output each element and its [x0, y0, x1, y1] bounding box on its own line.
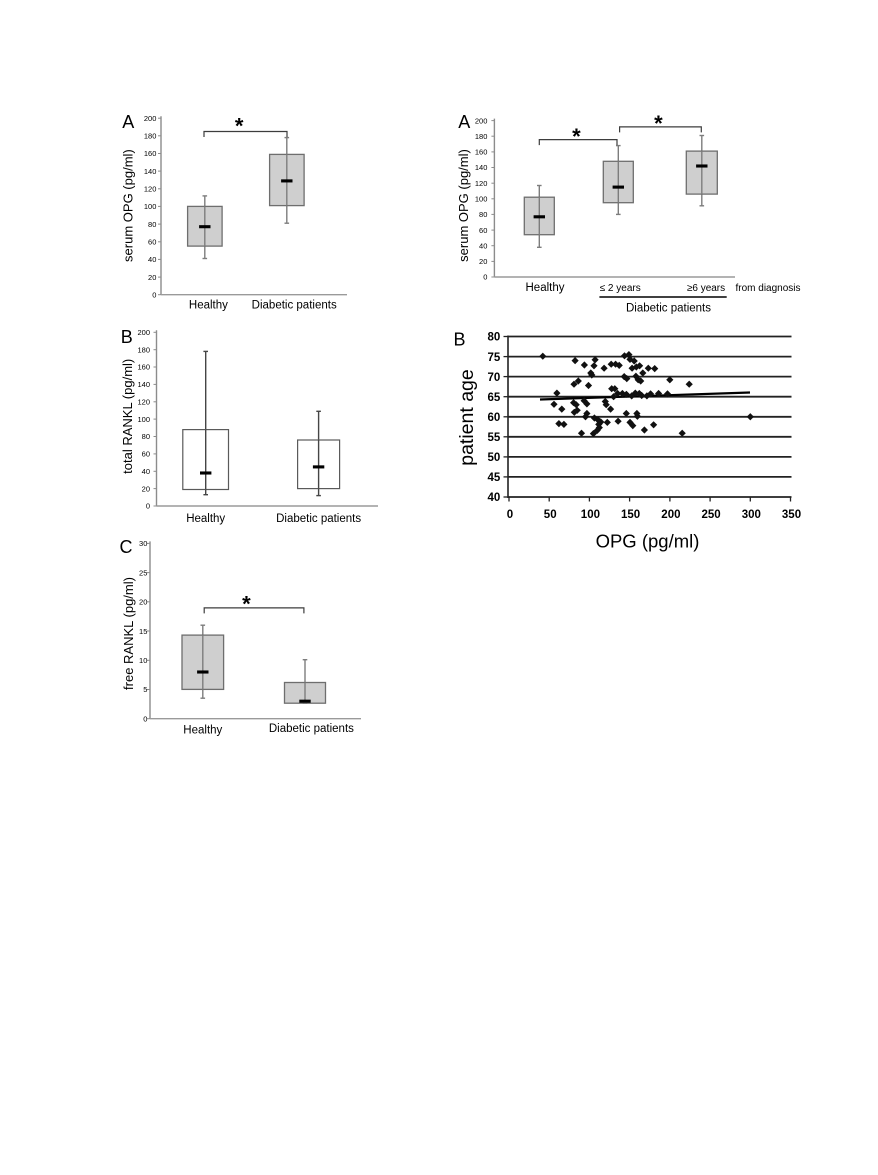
svg-text:70: 70: [488, 372, 501, 384]
svg-text:total RANKL (pg/ml): total RANKL (pg/ml): [120, 359, 135, 474]
svg-text:B: B: [121, 327, 133, 347]
svg-text:C: C: [120, 537, 133, 557]
svg-text:60: 60: [488, 412, 501, 424]
svg-text:60: 60: [148, 237, 156, 246]
svg-text:B: B: [454, 330, 466, 350]
svg-text:80: 80: [479, 210, 487, 219]
svg-text:Diabetic patients: Diabetic patients: [626, 302, 711, 314]
svg-text:30: 30: [139, 539, 147, 548]
svg-text:20: 20: [148, 273, 156, 282]
svg-text:200: 200: [661, 509, 680, 521]
svg-text:100: 100: [144, 202, 157, 211]
svg-text:OPG (pg/ml): OPG (pg/ml): [596, 531, 700, 552]
svg-text:50: 50: [544, 509, 557, 521]
svg-text:serum OPG (pg/ml): serum OPG (pg/ml): [456, 149, 471, 262]
svg-text:200: 200: [137, 328, 150, 337]
svg-text:200: 200: [144, 114, 157, 123]
svg-text:60: 60: [479, 226, 487, 235]
svg-text:180: 180: [144, 132, 157, 141]
svg-text:140: 140: [475, 163, 488, 172]
svg-text:180: 180: [475, 132, 488, 141]
svg-text:200: 200: [475, 116, 488, 125]
svg-text:250: 250: [702, 509, 721, 521]
svg-text:100: 100: [137, 415, 150, 424]
svg-text:160: 160: [475, 148, 488, 157]
svg-text:100: 100: [581, 509, 600, 521]
svg-text:20: 20: [479, 257, 487, 266]
svg-text:75: 75: [488, 352, 501, 364]
svg-text:100: 100: [475, 195, 488, 204]
svg-text:0: 0: [146, 502, 150, 511]
svg-text:40: 40: [479, 241, 487, 250]
svg-text:80: 80: [488, 332, 501, 344]
svg-text:180: 180: [137, 345, 150, 354]
svg-text:0: 0: [507, 509, 513, 521]
svg-text:Diabetic patients: Diabetic patients: [252, 299, 337, 311]
svg-text:5: 5: [143, 685, 147, 694]
svg-text:120: 120: [475, 179, 488, 188]
svg-text:Healthy: Healthy: [526, 282, 565, 294]
svg-text:150: 150: [621, 509, 640, 521]
svg-text:Healthy: Healthy: [189, 299, 228, 311]
svg-text:≤ 2 years: ≤ 2 years: [600, 283, 641, 294]
svg-text:0: 0: [483, 273, 487, 282]
svg-text:45: 45: [488, 472, 501, 484]
svg-text:Diabetic patients: Diabetic patients: [269, 723, 354, 735]
svg-text:65: 65: [488, 392, 501, 404]
svg-text:free RANKL (pg/ml): free RANKL (pg/ml): [121, 577, 136, 690]
svg-text:A: A: [458, 112, 470, 132]
svg-text:serum OPG (pg/ml): serum OPG (pg/ml): [121, 149, 136, 262]
svg-text:*: *: [654, 111, 663, 136]
svg-text:20: 20: [142, 484, 150, 493]
svg-text:80: 80: [142, 432, 150, 441]
svg-text:0: 0: [152, 290, 156, 299]
svg-text:350: 350: [782, 509, 801, 521]
svg-text:55: 55: [488, 432, 501, 444]
svg-text:Healthy: Healthy: [186, 513, 225, 525]
svg-text:*: *: [572, 124, 581, 149]
svg-text:80: 80: [148, 220, 156, 229]
svg-text:160: 160: [144, 149, 157, 158]
svg-text:160: 160: [137, 363, 150, 372]
svg-text:140: 140: [137, 380, 150, 389]
svg-text:40: 40: [148, 255, 156, 264]
svg-text:20: 20: [139, 598, 147, 607]
svg-text:120: 120: [144, 185, 157, 194]
svg-text:patient age: patient age: [456, 369, 478, 466]
svg-text:0: 0: [143, 714, 147, 723]
svg-text:120: 120: [137, 398, 150, 407]
svg-text:25: 25: [139, 568, 147, 577]
svg-text:50: 50: [488, 452, 501, 464]
svg-text:Diabetic patients: Diabetic patients: [276, 513, 361, 525]
svg-text:Healthy: Healthy: [183, 724, 222, 736]
svg-text:*: *: [235, 114, 244, 139]
svg-text:60: 60: [142, 450, 150, 459]
svg-text:A: A: [122, 112, 134, 132]
svg-text:15: 15: [139, 627, 147, 636]
svg-text:40: 40: [142, 467, 150, 476]
svg-text:40: 40: [488, 492, 501, 504]
svg-text:10: 10: [139, 656, 147, 665]
svg-text:≥6 years: ≥6 years: [687, 283, 725, 294]
svg-text:140: 140: [144, 167, 157, 176]
svg-text:from diagnosis: from diagnosis: [735, 283, 800, 294]
svg-text:300: 300: [742, 509, 761, 521]
svg-text:*: *: [242, 591, 251, 616]
